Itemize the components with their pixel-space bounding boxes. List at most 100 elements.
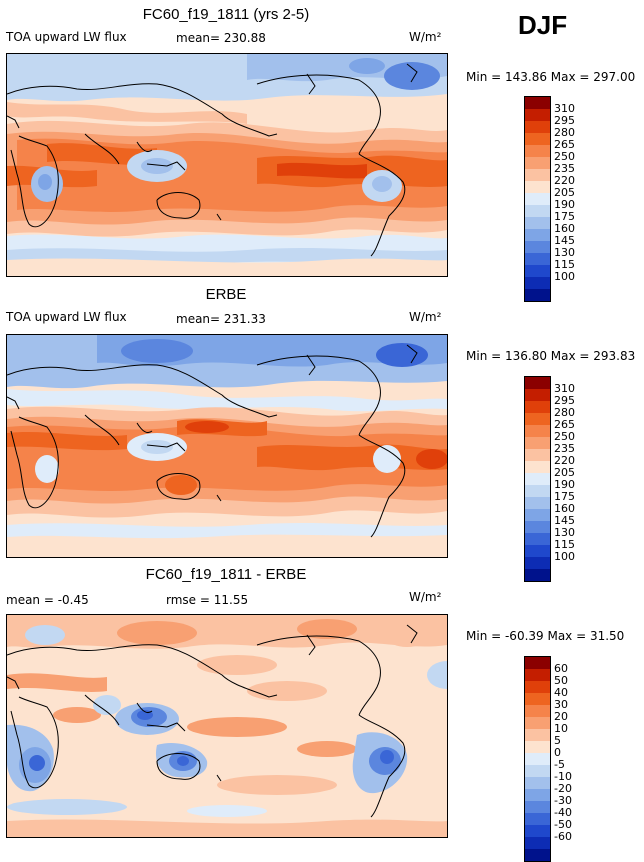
panel-1-tick: 115 — [554, 258, 575, 271]
panel-3-color-box — [525, 681, 550, 693]
panel-3-color-box — [525, 705, 550, 717]
panel-3-units: W/m² — [409, 590, 442, 604]
panel-2-tick: 235 — [554, 442, 575, 455]
panel-1-color-box — [525, 145, 550, 157]
panel-2-color-box — [525, 473, 550, 485]
panel-1-mean: mean= 230.88 — [176, 31, 266, 45]
panel-2-color-box — [525, 509, 550, 521]
panel-3-mean: mean = -0.45 — [6, 593, 89, 607]
panel-3-color-box — [525, 765, 550, 777]
panel-3-title: FC60_f19_1811 - ERBE — [145, 566, 307, 583]
panel-3-rmse: rmse = 11.55 — [166, 593, 249, 607]
panel-2-tick: 280 — [554, 406, 575, 419]
panel-2-tick: 100 — [554, 550, 575, 563]
panel-1-color-box — [525, 133, 550, 145]
panel-2-color-box — [525, 401, 550, 413]
panel-1-tick: 265 — [554, 138, 575, 151]
panel-1-color-box — [525, 205, 550, 217]
panel-2-color-box — [525, 425, 550, 437]
panel-1-color-box — [525, 289, 550, 301]
panel-3-color-box — [525, 729, 550, 741]
panel-2-colorbar — [524, 376, 551, 582]
panel-3-color-box — [525, 789, 550, 801]
panel-1-color-box — [525, 157, 550, 169]
panel-1-colorbar — [524, 96, 551, 302]
panel-2-tick: 205 — [554, 466, 575, 479]
panel-3-color-box — [525, 717, 550, 729]
panel-1-color-box — [525, 193, 550, 205]
panel-3-color-box — [525, 801, 550, 813]
panel-3-color-box — [525, 837, 550, 849]
panel-1-tick: 175 — [554, 210, 575, 223]
panel-3-tick: -5 — [554, 758, 565, 771]
panel-1-tick: 250 — [554, 150, 575, 163]
panel-2-tick: 310 — [554, 382, 575, 395]
panel-1-minmax: Min = 143.86 Max = 297.00 — [466, 70, 636, 84]
panel-1-tick: 100 — [554, 270, 575, 283]
panel-3-minmax: Min = -60.39 Max = 31.50 — [466, 629, 625, 643]
panel-3-tick: -20 — [554, 782, 572, 795]
panel-2-tick: 145 — [554, 514, 575, 527]
panel-1-color-box — [525, 217, 550, 229]
panel-2-color-box — [525, 377, 550, 389]
panel-1-tick: 220 — [554, 174, 575, 187]
panel-1-color-box — [525, 277, 550, 289]
panel-1-color-box — [525, 169, 550, 181]
panel-1-color-box — [525, 229, 550, 241]
panel-2-minmax: Min = 136.80 Max = 293.83 — [466, 349, 636, 363]
panel-2-tick: 130 — [554, 526, 575, 539]
panel-3-tick: 60 — [554, 662, 568, 675]
panel-3-color-box — [525, 741, 550, 753]
panel-3-tick: -10 — [554, 770, 572, 783]
panel-1-color-box — [525, 97, 550, 109]
panel-2-color-box — [525, 557, 550, 569]
panel-3-tick: 50 — [554, 674, 568, 687]
panel-2-map — [6, 334, 448, 558]
panel-1-color-box — [525, 121, 550, 133]
panel-2-tick: 220 — [554, 454, 575, 467]
panel-2-color-box — [525, 389, 550, 401]
panel-3-tick: 10 — [554, 722, 568, 735]
panel-3-color-box — [525, 825, 550, 837]
panel-3-color-box — [525, 753, 550, 765]
panel-3-tick: 30 — [554, 698, 568, 711]
panel-3-tick: 5 — [554, 734, 561, 747]
panel-2-color-box — [525, 461, 550, 473]
panel-3-tick: -30 — [554, 794, 572, 807]
panel-2-color-box — [525, 497, 550, 509]
panel-1-color-box — [525, 265, 550, 277]
season-label: DJF — [518, 10, 568, 40]
panel-2-tick: 175 — [554, 490, 575, 503]
panel-3-map — [6, 614, 448, 838]
panel-3-color-box — [525, 657, 550, 669]
panel-2-tick: 295 — [554, 394, 575, 407]
panel-1-tick: 160 — [554, 222, 575, 235]
panel-2-tick: 250 — [554, 430, 575, 443]
panel-2-color-box — [525, 449, 550, 461]
panel-3-color-box — [525, 813, 550, 825]
panel-2-color-box — [525, 533, 550, 545]
panel-1-tick: 130 — [554, 246, 575, 259]
panel-2-units: W/m² — [409, 310, 442, 324]
panel-1-color-box — [525, 253, 550, 265]
panel-1-map — [6, 53, 448, 277]
panel-1-units: W/m² — [409, 30, 442, 44]
panel-1-field-label: TOA upward LW flux — [6, 30, 127, 44]
panel-2-tick: 115 — [554, 538, 575, 551]
panel-1-tick: 145 — [554, 234, 575, 247]
panel-1-color-box — [525, 109, 550, 121]
panel-2-color-box — [525, 413, 550, 425]
panel-1-tick: 310 — [554, 102, 575, 115]
panel-1-title: FC60_f19_1811 (yrs 2-5) — [142, 6, 310, 23]
panel-2-color-box — [525, 569, 550, 581]
panel-2-mean: mean= 231.33 — [176, 312, 266, 326]
panel-2-tick: 190 — [554, 478, 575, 491]
panel-2-color-box — [525, 485, 550, 497]
panel-3-color-box — [525, 849, 550, 861]
panel-1-color-box — [525, 241, 550, 253]
panel-2-tick: 265 — [554, 418, 575, 431]
panel-2-tick: 160 — [554, 502, 575, 515]
panel-1-tick: 295 — [554, 114, 575, 127]
panel-3-tick: -50 — [554, 818, 572, 831]
panel-2-color-box — [525, 521, 550, 533]
